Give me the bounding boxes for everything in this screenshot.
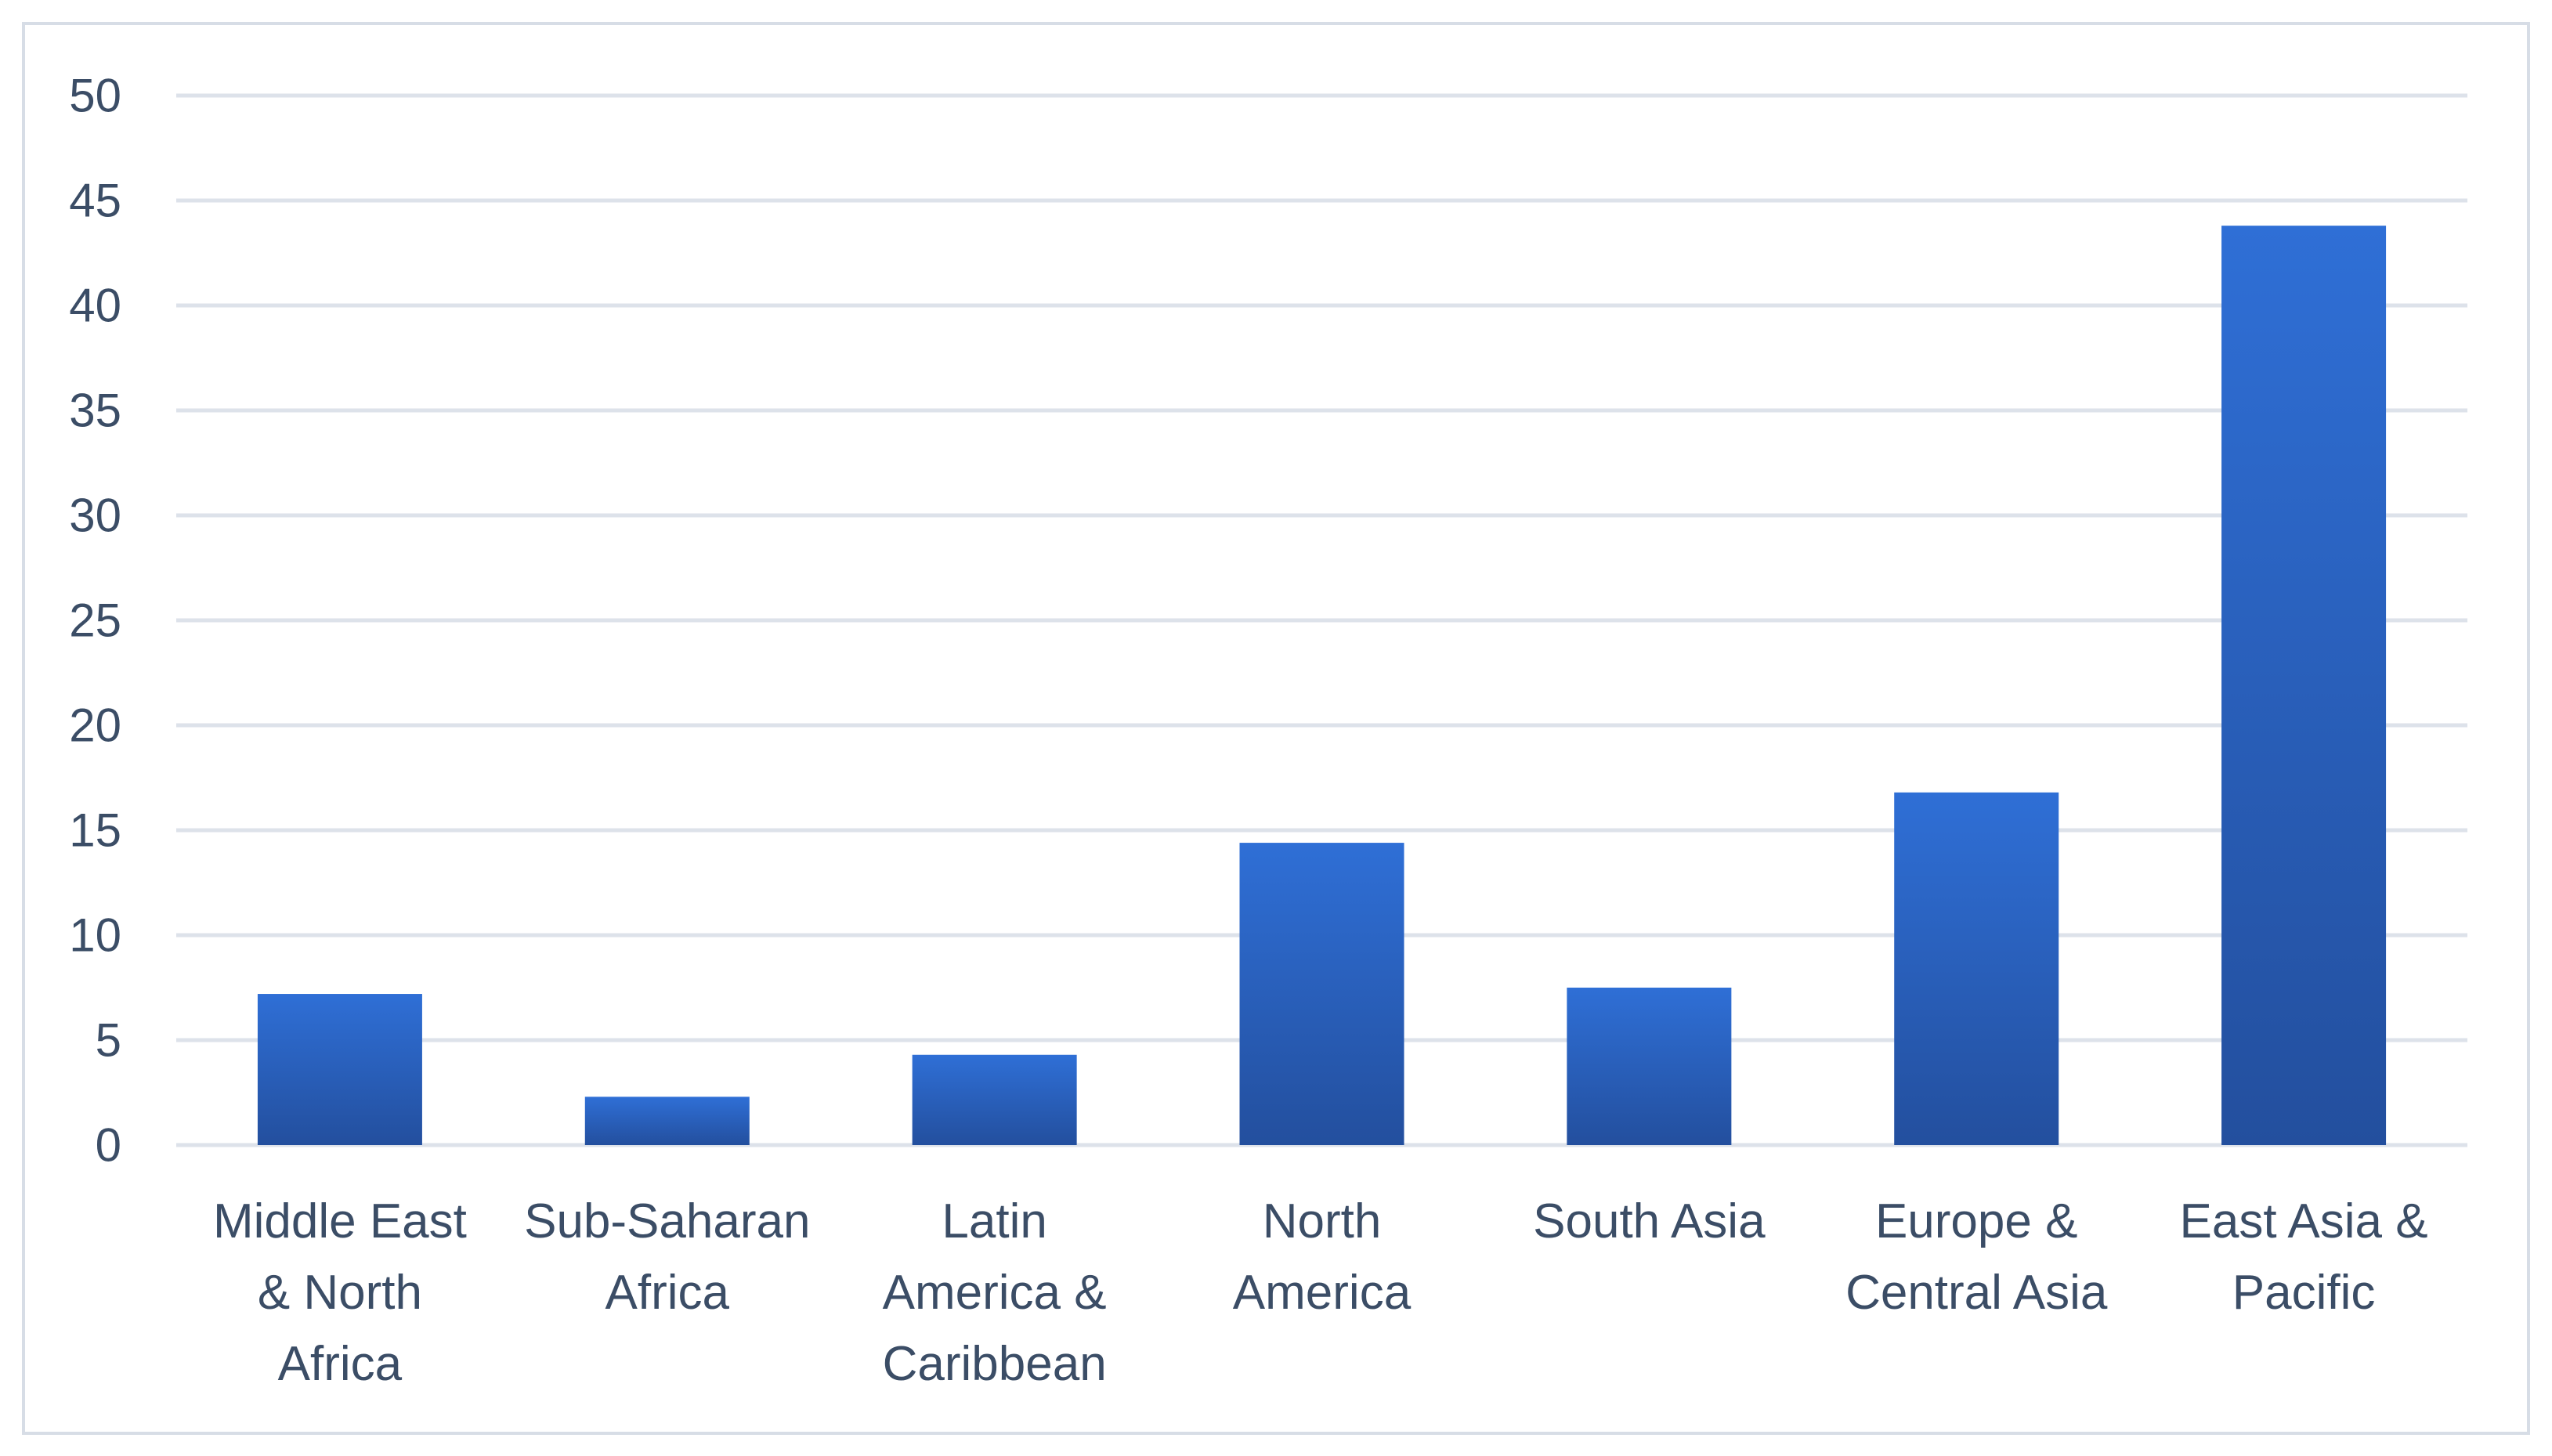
x-category-label-line: America & [883,1266,1107,1320]
y-tick-label: 5 [96,1014,121,1067]
x-category-label-line: Central Asia [1845,1266,2108,1320]
x-category-label: South Asia [1533,1194,1766,1248]
gridlines [176,93,2467,1147]
bars [257,226,2387,1145]
bar [1567,988,1732,1145]
y-tick-label: 30 [69,490,121,542]
x-category-label-line: Europe & [1875,1194,2078,1248]
y-tick-label: 25 [69,594,121,647]
x-category-label-line: America [1233,1266,1412,1320]
y-tick-label: 15 [69,804,121,857]
x-category-label-line: Caribbean [883,1337,1107,1391]
bar [257,994,422,1145]
x-category-label: Middle East & North Africa [213,1194,467,1391]
x-category-label: North America [1233,1194,1412,1320]
bar [1894,792,2059,1145]
y-axis-tick-labels: 0 5 10 15 20 25 30 35 40 45 50 [69,70,121,1172]
y-tick-label: 40 [69,280,121,332]
x-category-label: Latin America & Caribbean [883,1194,1107,1391]
x-category-label-line: Pacific [2232,1266,2376,1320]
x-category-label-line: Middle East [213,1194,467,1248]
bar [584,1097,750,1145]
bar [912,1054,1077,1145]
x-axis-category-labels: Middle East & North Africa Sub-Saharan Afric… [213,1194,2428,1391]
y-tick-label: 0 [96,1119,121,1172]
x-category-label: East Asia & Pacific [2180,1194,2428,1320]
y-tick-label: 10 [69,909,121,962]
x-category-label-line: Africa [278,1337,403,1391]
chart-border [22,22,2530,1435]
y-tick-label: 20 [69,699,121,752]
x-category-label-line: Latin [942,1194,1046,1248]
x-category-label: Sub-Saharan Africa [524,1194,810,1320]
x-category-label-line: Sub-Saharan [524,1194,810,1248]
x-category-label-line: South Asia [1533,1194,1766,1248]
x-category-label-line: Africa [605,1266,730,1320]
x-category-label-line: East Asia & [2180,1194,2428,1248]
y-tick-label: 45 [69,175,121,227]
bar [2221,226,2387,1145]
x-category-label: Europe & Central Asia [1845,1194,2108,1320]
y-tick-label: 35 [69,385,121,437]
y-tick-label: 50 [69,70,121,122]
bar [1239,843,1404,1145]
x-category-label-line: North [1263,1194,1382,1248]
x-category-label-line: & North [258,1266,422,1320]
